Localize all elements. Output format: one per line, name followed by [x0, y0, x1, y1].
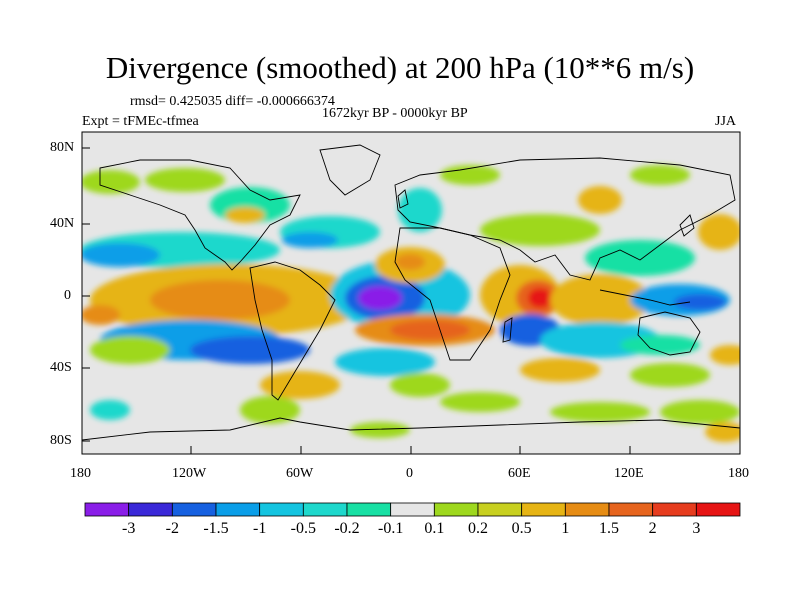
colorbar-level-label: -0.5 — [290, 520, 316, 537]
colorbar-level-label: 0.2 — [468, 520, 488, 537]
lon-label-180w: 180 — [70, 466, 91, 481]
lon-label-60w: 60W — [286, 466, 314, 481]
colorbar-swatch — [346, 502, 392, 517]
colorbar-level-label: 0.1 — [424, 520, 445, 537]
uk-outline — [397, 189, 409, 209]
colorbar-swatch — [302, 502, 348, 517]
colorbar-swatch — [608, 502, 654, 517]
south-america-outline — [249, 261, 336, 401]
madagascar-outline — [502, 317, 513, 343]
lat-label-40s: 40S — [50, 360, 72, 375]
axis-ticks — [81, 147, 741, 454]
colorbar-swatch — [652, 502, 697, 517]
africa-outline — [394, 227, 511, 361]
colorbar-swatch — [390, 502, 435, 517]
greenland-outline — [319, 144, 381, 196]
indonesia-outline — [599, 289, 691, 306]
colorbar-swatch — [521, 502, 566, 517]
antarctica-outline — [82, 417, 740, 441]
colorbar-level-label: -2 — [165, 520, 179, 537]
colorbar-swatch — [171, 502, 217, 517]
lat-label-80n: 80N — [50, 140, 75, 155]
colorbar-level-label: -0.2 — [334, 520, 360, 537]
colorbar-level-label: -3 — [121, 520, 136, 537]
colorbar-swatch — [259, 502, 304, 517]
colorbar-swatch — [215, 502, 261, 517]
colorbar — [84, 502, 741, 517]
colorbar-level-label: -0.1 — [377, 520, 404, 537]
colorbar-level-label: -1.5 — [203, 520, 229, 537]
colorbar-swatch — [695, 502, 741, 517]
colorbar-swatch — [477, 502, 523, 517]
colorbar-level-label: 0.5 — [511, 520, 532, 537]
lon-label-120w: 120W — [172, 466, 207, 481]
colorbar-swatch — [84, 502, 130, 517]
lon-label-0: 0 — [406, 466, 413, 481]
north-america-outline — [99, 159, 301, 271]
divergence-field — [82, 165, 740, 442]
colorbar-swatch — [564, 502, 610, 517]
australia-outline — [637, 311, 701, 356]
colorbar-level-label: -1 — [252, 520, 267, 537]
season-text: JJA — [715, 114, 737, 129]
lon-label-180e: 180 — [728, 466, 749, 481]
lat-label-40n: 40N — [50, 216, 75, 231]
period-text: 1672kyr BP - 0000kyr BP — [322, 106, 468, 121]
experiment-text: Expt = tFMEc-tfmea — [82, 114, 199, 129]
map-title: Divergence (smoothed) at 200 hPa (10**6 … — [105, 50, 695, 85]
lat-label-80s: 80S — [50, 433, 72, 448]
stats-text: rmsd= 0.425035 diff= -0.000666374 — [130, 94, 335, 109]
colorbar-level-label: 2 — [648, 520, 657, 537]
colorbar-level-label: 1.5 — [599, 520, 619, 537]
colorbar-swatch — [128, 502, 173, 517]
colorbar-swatch — [433, 502, 479, 517]
lat-label-0: 0 — [64, 288, 71, 303]
japan-outline — [679, 214, 695, 237]
coastlines — [82, 144, 740, 441]
colorbar-level-label: 3 — [692, 520, 701, 537]
lon-label-120e: 120E — [614, 466, 644, 481]
lon-label-60e: 60E — [508, 466, 531, 481]
colorbar-level-label: 1 — [561, 520, 570, 537]
